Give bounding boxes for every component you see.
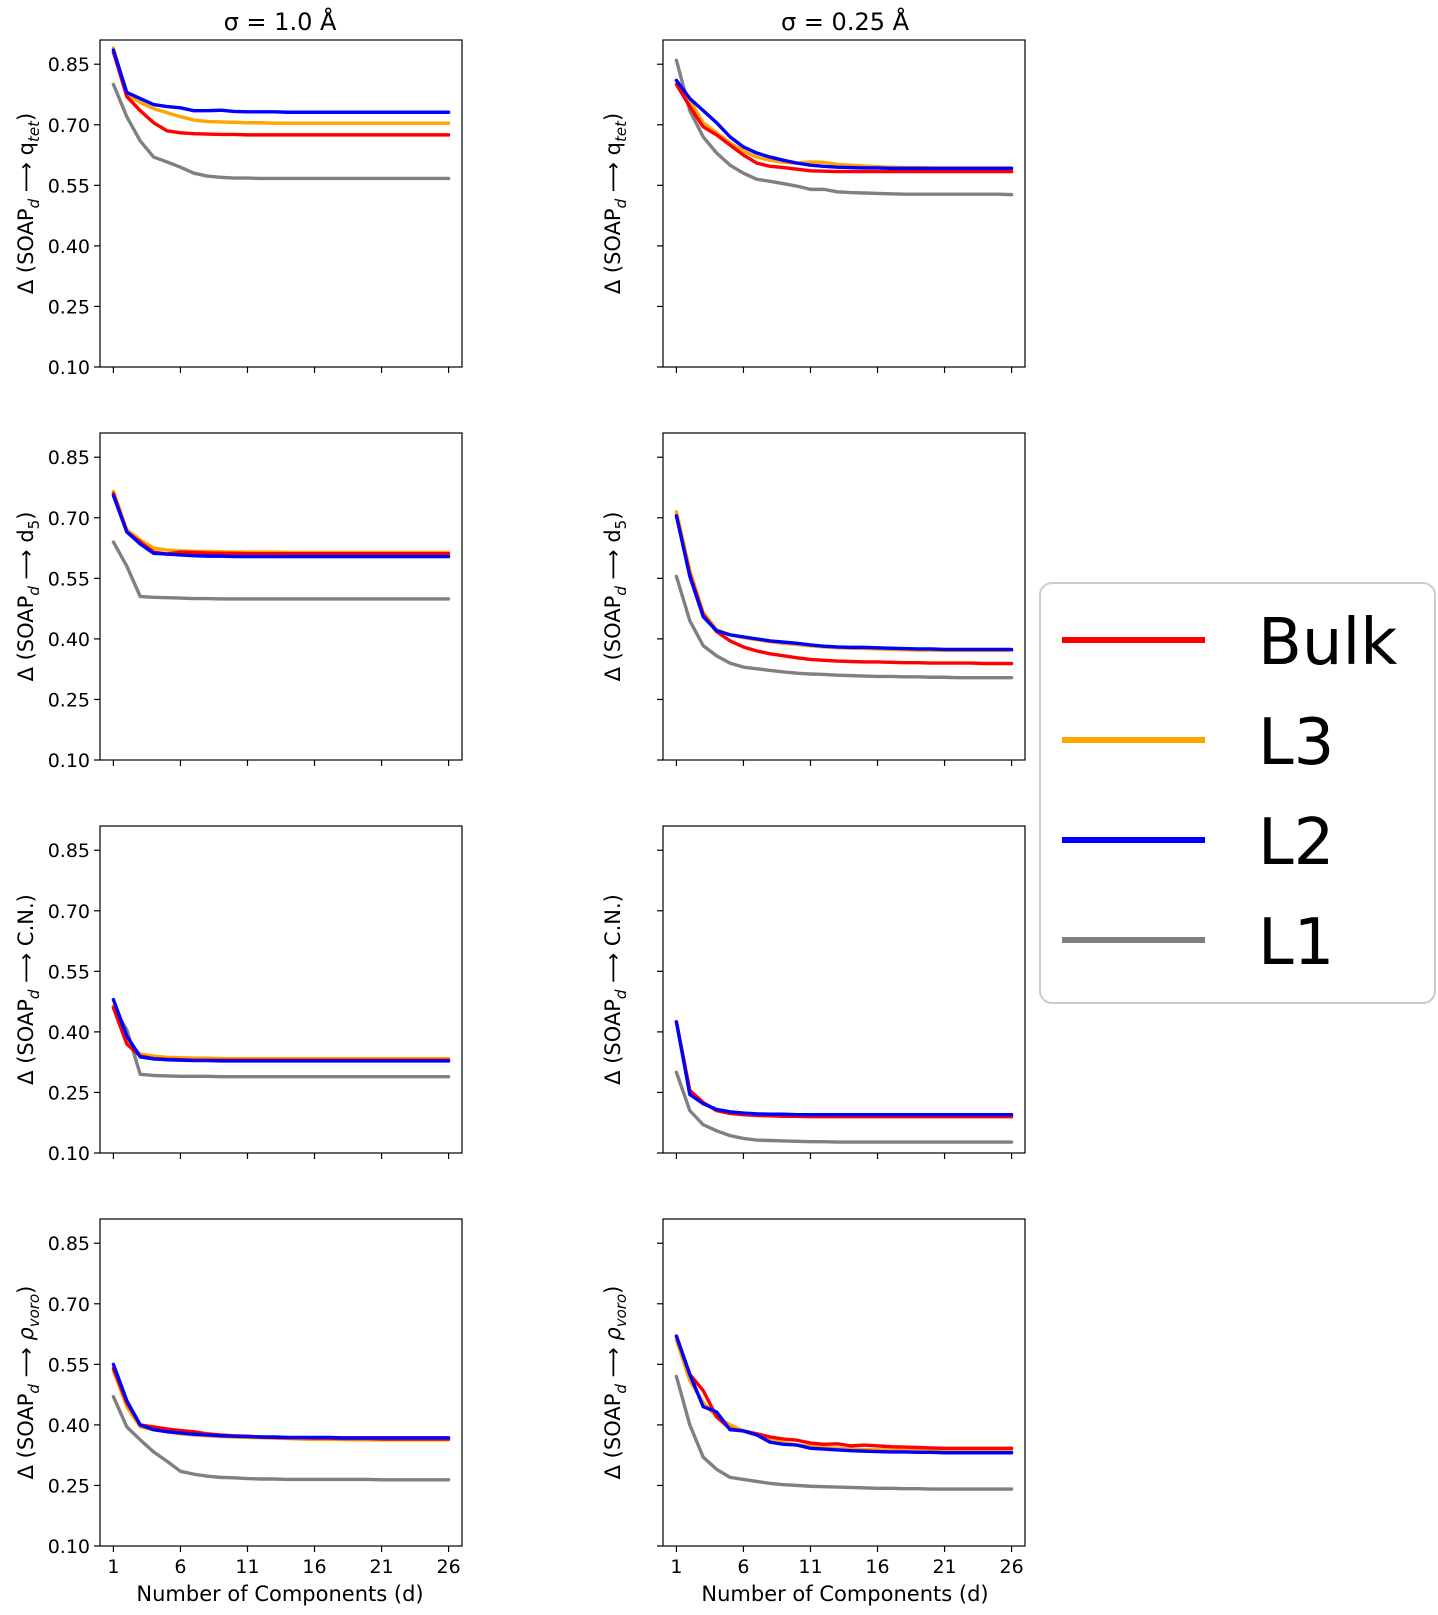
y-tick-label: 0.40 bbox=[48, 1022, 90, 1044]
plot-frame bbox=[662, 39, 1026, 368]
legend-frame bbox=[1039, 582, 1436, 1004]
x-tick-label: 1 bbox=[670, 1556, 682, 1578]
series-line-l1 bbox=[111, 1005, 451, 1079]
panels-group: 0.10 0.25 0.40 0.55 0.70 0.85 Δ (SOAPd ⟶ qtet)… bbox=[14, 39, 1026, 1578]
x-axis-label-right: Number of Components (d) bbox=[701, 1582, 988, 1606]
y-axis-label: Δ (SOAPd ⟶ d5) bbox=[601, 512, 630, 682]
y-tick-label: 0.40 bbox=[48, 629, 90, 651]
y-tick-label: 0.70 bbox=[48, 115, 90, 137]
y-tick-label: 0.85 bbox=[48, 447, 90, 469]
legend-label-l3: L3 bbox=[1258, 706, 1334, 780]
y-tick-label: 0.55 bbox=[48, 1354, 90, 1376]
legend-label-l1: L1 bbox=[1258, 906, 1334, 980]
legend: Bulk L3 L2 L1 bbox=[1039, 582, 1436, 1004]
series-line-l1 bbox=[674, 1070, 1014, 1144]
y-tick-label: 0.70 bbox=[48, 1294, 90, 1316]
plot-frame bbox=[99, 1218, 463, 1547]
y-tick-label: 0.40 bbox=[48, 1415, 90, 1437]
series-line-l1 bbox=[674, 574, 1014, 680]
panel-r2-c1: Δ (SOAPd ⟶ C.N.) bbox=[601, 825, 1026, 1159]
series-line-l2 bbox=[674, 78, 1014, 171]
x-tick-label: 26 bbox=[436, 1556, 460, 1578]
panel-r1-c1: Δ (SOAPd ⟶ d5) bbox=[601, 432, 1026, 766]
x-tick-label: 6 bbox=[174, 1556, 186, 1578]
y-axis-label: Δ (SOAPd ⟶ ρvoro) bbox=[14, 1286, 43, 1480]
series-line-l3 bbox=[111, 46, 451, 125]
x-axis-label-left: Number of Components (d) bbox=[136, 1582, 423, 1606]
y-tick-label: 0.55 bbox=[48, 568, 90, 590]
x-tick-label: 1 bbox=[107, 1556, 119, 1578]
series-line-l2 bbox=[111, 997, 451, 1063]
y-axis-label: Δ (SOAPd ⟶ C.N.) bbox=[601, 894, 630, 1085]
y-tick-label: 0.10 bbox=[48, 357, 90, 379]
y-axis-label: Δ (SOAPd ⟶ C.N.) bbox=[14, 894, 43, 1085]
plot-frame bbox=[662, 432, 1026, 761]
x-tick-label: 11 bbox=[235, 1556, 259, 1578]
panel-r0-c0: 0.10 0.25 0.40 0.55 0.70 0.85 Δ (SOAPd ⟶ qtet) bbox=[14, 39, 463, 379]
panel-r0-c1: Δ (SOAPd ⟶ qtet) bbox=[601, 39, 1026, 373]
series-line-l2 bbox=[111, 48, 451, 114]
y-tick-label: 0.25 bbox=[48, 296, 90, 318]
x-tick-label: 21 bbox=[369, 1556, 393, 1578]
x-tick-label: 26 bbox=[999, 1556, 1023, 1578]
y-tick-label: 0.25 bbox=[48, 1475, 90, 1497]
y-tick-label: 0.85 bbox=[48, 1233, 90, 1255]
x-tick-label: 11 bbox=[798, 1556, 822, 1578]
y-tick-label: 0.70 bbox=[48, 508, 90, 530]
x-tick-label: 6 bbox=[737, 1556, 749, 1578]
y-tick-label: 0.25 bbox=[48, 689, 90, 711]
panel-r2-c0: 0.10 0.25 0.40 0.55 0.70 0.85 Δ (SOAPd ⟶ C.N.) bbox=[14, 825, 463, 1165]
x-tick-label: 16 bbox=[865, 1556, 889, 1578]
series-line-l2 bbox=[674, 1020, 1014, 1117]
y-tick-label: 0.40 bbox=[48, 236, 90, 258]
series-line-l1 bbox=[111, 1394, 451, 1482]
series-line-l1 bbox=[111, 82, 451, 181]
x-tick-label: 21 bbox=[932, 1556, 956, 1578]
y-tick-label: 0.85 bbox=[48, 54, 90, 76]
series-line-bulk bbox=[674, 82, 1014, 174]
y-tick-label: 0.10 bbox=[48, 1536, 90, 1558]
y-tick-label: 0.10 bbox=[48, 1143, 90, 1165]
legend-label-bulk: Bulk bbox=[1258, 606, 1397, 680]
series-line-l1 bbox=[674, 58, 1014, 197]
plot-frame bbox=[662, 1218, 1026, 1547]
series-line-l1 bbox=[674, 1374, 1014, 1491]
y-tick-label: 0.85 bbox=[48, 840, 90, 862]
series-line-l2 bbox=[111, 1362, 451, 1440]
y-tick-label: 0.55 bbox=[48, 175, 90, 197]
plot-frame bbox=[99, 825, 463, 1154]
y-axis-label: Δ (SOAPd ⟶ ρvoro) bbox=[601, 1286, 630, 1480]
y-tick-label: 0.55 bbox=[48, 961, 90, 983]
y-axis-label: Δ (SOAPd ⟶ qtet) bbox=[14, 113, 43, 294]
legend-label-l2: L2 bbox=[1258, 806, 1334, 880]
y-tick-label: 0.10 bbox=[48, 750, 90, 772]
plot-frame bbox=[99, 39, 463, 368]
y-axis-label: Δ (SOAPd ⟶ d5) bbox=[14, 512, 43, 682]
panel-r3-c1: 1 6 11 16 21 26Δ (SOAPd ⟶ ρvoro) bbox=[601, 1218, 1026, 1578]
column-title-1: σ = 1.0 Å bbox=[224, 7, 337, 36]
series-line-l2 bbox=[674, 1334, 1014, 1455]
y-tick-label: 0.70 bbox=[48, 901, 90, 923]
series-line-l1 bbox=[111, 540, 451, 601]
series-line-l2 bbox=[674, 514, 1014, 652]
plot-frame bbox=[662, 825, 1026, 1154]
y-tick-label: 0.25 bbox=[48, 1082, 90, 1104]
series-line-l2 bbox=[111, 493, 451, 559]
series-line-bulk bbox=[111, 50, 451, 137]
y-axis-label: Δ (SOAPd ⟶ qtet) bbox=[601, 113, 630, 294]
panel-r3-c0: 1 6 11 16 21 260.100.250.400.550.700.85Δ (SOA… bbox=[14, 1218, 463, 1578]
panel-r1-c0: 0.10 0.25 0.40 0.55 0.70 0.85 Δ (SOAPd ⟶ d5) bbox=[14, 432, 463, 772]
x-tick-label: 16 bbox=[302, 1556, 326, 1578]
column-title-2: σ = 0.25 Å bbox=[781, 7, 910, 36]
series-line-bulk bbox=[674, 514, 1014, 666]
